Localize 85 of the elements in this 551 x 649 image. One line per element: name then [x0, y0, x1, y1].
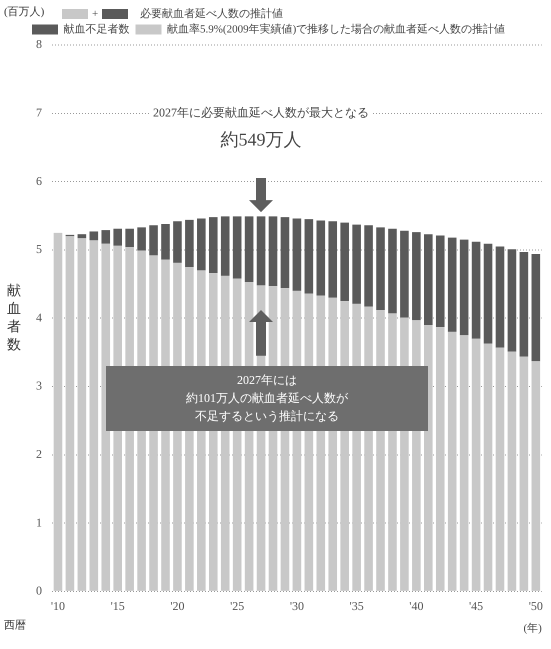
- bar: [220, 216, 230, 276]
- bar: [472, 338, 480, 591]
- y-tick-label: 6: [36, 174, 42, 188]
- y-tick-label: 4: [36, 310, 42, 324]
- annotation: 2027年に必要献血延べ人数が最大となる: [153, 105, 370, 120]
- text: 必要献血者延べ人数の推計値: [140, 6, 284, 21]
- bar: [472, 242, 480, 339]
- bar: [173, 221, 182, 263]
- bar: [400, 230, 409, 318]
- bar: [244, 216, 254, 282]
- x-axis-title: (年): [523, 622, 542, 634]
- bar: [460, 240, 468, 336]
- bar: [412, 232, 421, 320]
- bar: [78, 234, 86, 238]
- x-tick-label: '50: [528, 598, 543, 613]
- bar: [292, 218, 302, 291]
- bar: [496, 246, 504, 348]
- annotation: 2027年には: [237, 372, 298, 390]
- annotation: 約101万人の献血者延べ人数が: [186, 390, 348, 408]
- y-axis-title: 献血者数: [7, 282, 21, 353]
- bar: [532, 254, 540, 362]
- bar: [208, 217, 218, 274]
- y-tick-label: 1: [36, 515, 42, 530]
- legend-label: 献血率5.9%(2009年実績値)で推移した場合の献血者延べ人数の推計値: [167, 22, 506, 36]
- bar: [448, 332, 456, 591]
- bar: [54, 232, 62, 591]
- bar: [424, 234, 433, 326]
- bar: [66, 236, 74, 591]
- bar: [496, 348, 504, 591]
- bar: [149, 225, 158, 256]
- annotation: 約549万人: [220, 129, 302, 150]
- bar: [304, 219, 314, 294]
- bar: [532, 361, 540, 591]
- x-tick-label: '35: [350, 598, 364, 613]
- bar: [125, 228, 134, 248]
- bar: [436, 327, 445, 591]
- bar: [161, 224, 170, 260]
- bar: [328, 221, 338, 298]
- annotation: 不足するという推計になる: [195, 408, 340, 426]
- bar: [316, 220, 326, 296]
- bar: [508, 249, 516, 352]
- bar: [448, 238, 456, 332]
- bar: [90, 240, 98, 591]
- y-tick-label: 7: [36, 105, 42, 120]
- bar: [484, 343, 492, 591]
- text: (百万人): [4, 6, 45, 18]
- x-tick-label: '45: [469, 598, 484, 613]
- bar: [90, 231, 98, 240]
- bar: [340, 222, 349, 302]
- legend-label: 献血不足者数: [64, 22, 130, 36]
- bar: [364, 225, 373, 307]
- bar: [460, 335, 468, 591]
- bar: [185, 220, 194, 267]
- bar: [137, 227, 146, 251]
- bar: [256, 216, 266, 286]
- text: +: [92, 8, 98, 20]
- bar: [508, 352, 516, 591]
- bar: [78, 238, 86, 591]
- x-tick-label: '25: [230, 598, 244, 613]
- y-tick-label: 8: [36, 37, 42, 52]
- x-tick-label: '40: [409, 598, 424, 613]
- bar: [352, 224, 361, 304]
- x-tick-label: '30: [290, 598, 304, 613]
- bar: [101, 230, 110, 244]
- bar: [113, 228, 122, 246]
- x-tick-label: '15: [110, 598, 125, 613]
- bar: [268, 216, 278, 286]
- y-tick-label: 2: [36, 446, 42, 461]
- bar: [520, 252, 528, 356]
- y-tick-label: 0: [36, 584, 42, 598]
- bar: [388, 228, 397, 314]
- bar: [101, 244, 110, 591]
- bar: [484, 244, 492, 344]
- bar: [520, 356, 528, 591]
- callout-box: 2027年には 約101万人の献血者延べ人数が 不足するという推計になる: [106, 366, 428, 431]
- y-tick-label: 3: [36, 378, 42, 393]
- bar: [197, 218, 206, 270]
- bar: [232, 216, 242, 279]
- bar: [280, 217, 290, 288]
- bar: [376, 227, 385, 310]
- x-tick-label: '20: [170, 598, 185, 613]
- text: 西暦: [4, 619, 26, 632]
- bar: [436, 236, 445, 328]
- x-tick-label: '10: [50, 598, 66, 613]
- y-tick-label: 5: [36, 242, 42, 256]
